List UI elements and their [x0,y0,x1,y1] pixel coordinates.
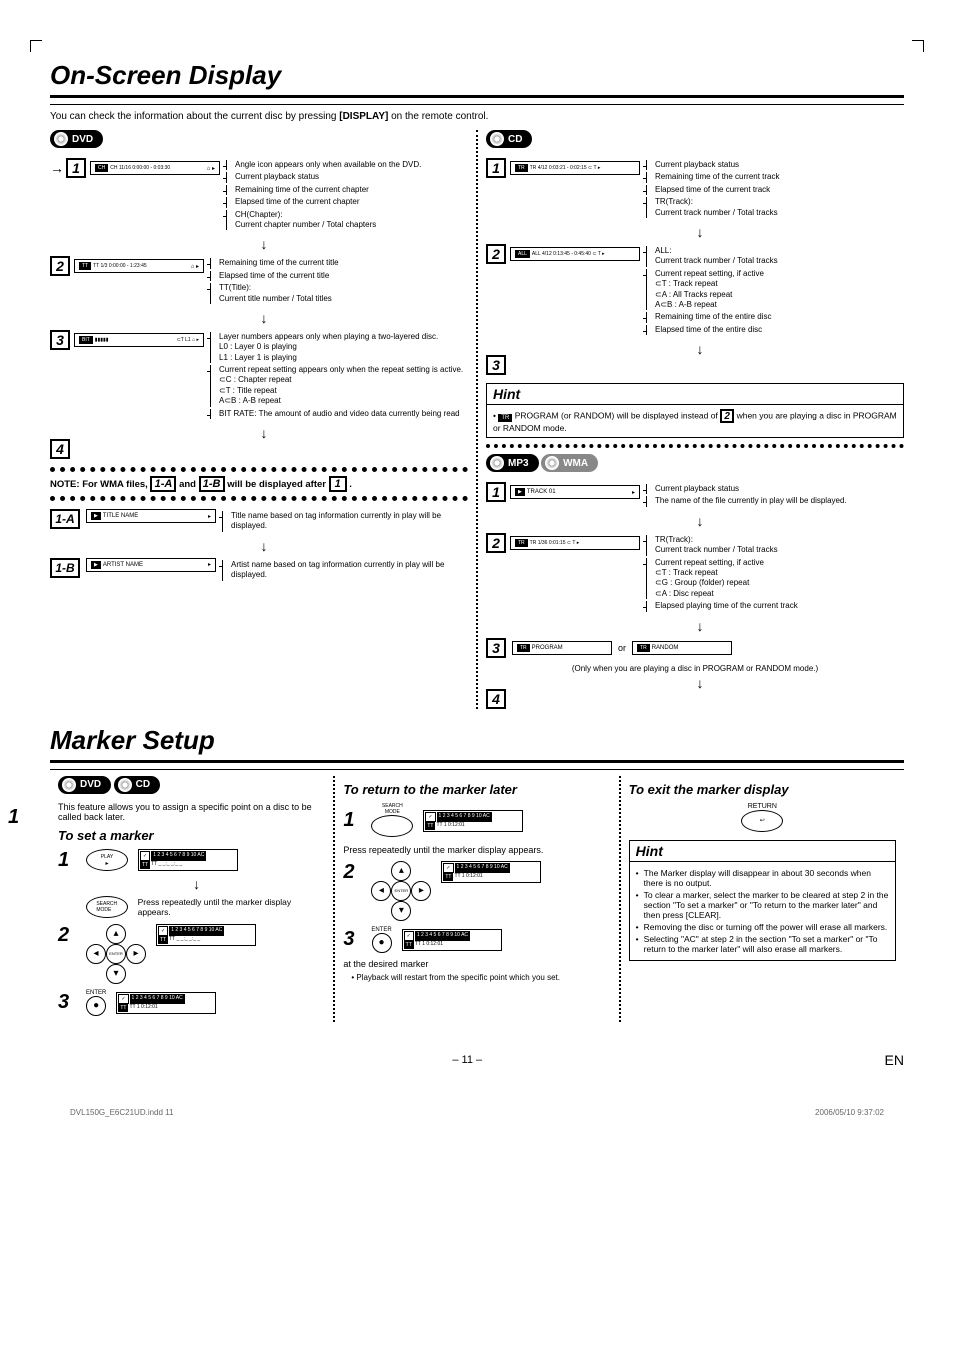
marker-display: ✓1 2 3 4 5 6 7 8 9 10 AC TTTT _ _:_ _:_ … [138,849,238,871]
marker-col-return: To return to the marker later 1 SEARCH M… [335,776,620,1022]
osd-bar-cd-2: ALLALL 4/12 0:13:45 - 0:45:40 ⊂ T ▸ [510,247,640,261]
step-box-1: 1 [66,158,86,178]
marker-col-set: DVD CD This feature allows you to assign… [50,776,335,1022]
step-box-4: 4 [50,439,70,459]
enter-button-icon: ● [86,996,106,1016]
heading-rule [50,104,904,105]
callouts-dvd-1: Angle icon appears only when available o… [226,158,468,232]
badge-mp3: MP3 [486,454,539,472]
play-button-icon: PLAY▸ [86,849,128,871]
return-button-icon: ↩ [741,810,783,832]
intro-text-c: on the remote control. [388,111,488,122]
mp3-caption: (Only when you are playing a disc in PRO… [486,664,904,673]
note-wma: NOTE: For WMA files, 1-A and 1-B will be… [50,467,468,501]
intro-text-a: You can check the information about the … [50,111,339,122]
hint-box-marker: Hint The Marker display will disappear i… [629,840,896,961]
badge-wma: WMA [541,454,598,472]
badge-dvd: DVD [50,130,103,148]
page-number: – 11 – [452,1054,482,1066]
col-cd: CD 1 TRTR 4/12 0:03:21 - 0:02:15 ⊂ T ▸ C… [478,130,904,709]
arrow-down: ↓ [60,236,468,252]
page-footer: – 11 – EN [50,1052,904,1068]
dotted-sep [486,444,904,448]
hint-box-cd: Hint • TR PROGRAM (or RANDOM) will be di… [486,383,904,438]
osd-bar-artist: ▶ARTIST NAME▸ [86,558,216,572]
step-box-1b: 1-B [50,558,80,578]
heading-marker: Marker Setup [50,725,904,763]
search-mode-button-icon: SEARCH MODE [86,896,128,918]
intro-text-b: [DISPLAY] [339,111,388,122]
osd-bar-dvd-3: BIT▮▮▮▮▮⊂T L1 ⌂ ▸ [74,333,204,347]
marker-col-exit: To exit the marker display 1 RETURN ↩ Hi… [621,776,904,1022]
step-box-2: 2 [50,256,70,276]
step-box-1a: 1-A [50,509,80,529]
page-lang: EN [885,1052,904,1068]
badge-cd: CD [486,130,532,148]
osd-intro: You can check the information about the … [50,111,904,122]
crop-mark-tr [912,40,924,52]
osd-bar-cd-1: TRTR 4/12 0:03:21 - 0:02:15 ⊂ T ▸ [510,161,640,175]
step-box-3: 3 [50,330,70,350]
heading-osd: On-Screen Display [50,60,904,98]
subhead-set-marker: To set a marker [58,828,325,843]
osd-bar-dvd-2: TTTT 1/3 0:00:00 - 1:23:45⌂ ▸ [74,259,204,273]
osd-bar-dvd-1: CHCH 11/16 0:00:00 - 0:03:30⌂ ▸ [90,161,220,175]
footer-metadata: DVL150G_E6C21UD.indd 11 2006/05/10 9:37:… [50,1108,904,1117]
dpad-icon: ▴ ◂ENTER▸ ▾ [86,924,146,984]
osd-bar-title: ▶TITLE NAME▸ [86,509,216,523]
col-dvd: DVD → 1 CHCH 11/16 0:00:00 - 0:03:30⌂ ▸ … [50,130,478,709]
crop-mark-tl [30,40,42,52]
